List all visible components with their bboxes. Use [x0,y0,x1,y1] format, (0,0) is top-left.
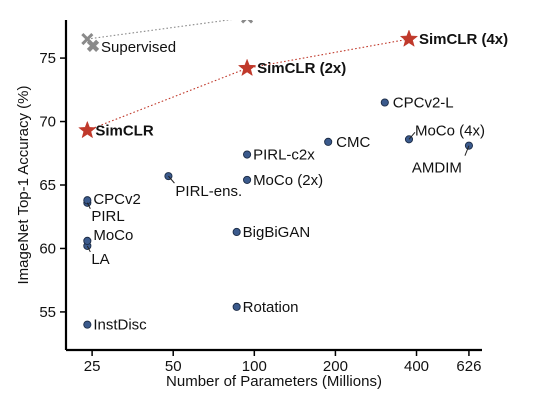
data-point-marker [83,320,92,329]
point-label: LA [91,251,109,268]
point-label: MoCo (4x) [415,122,485,139]
data-point-marker [83,236,92,245]
label-leader-line [86,245,91,253]
supervised-x-marker [81,32,94,46]
x-stroke [247,20,254,24]
point-label: BigBiGAN [243,224,311,241]
data-point-marker [232,227,241,237]
x-stroke [404,4,414,14]
label-leader-line [168,175,175,184]
point-label: CMC [336,134,370,151]
x-tick-label: 626 [456,358,481,375]
simclr-star-marker [237,58,257,77]
x-stroke [404,4,414,14]
label-leader-line [464,145,470,156]
point-label: PIRL-ens. [175,183,242,200]
y-tick-label: 70 [39,114,56,131]
point-label: MoCo (2x) [253,172,323,189]
data-point-marker [232,302,241,311]
supervised-legend-marker: ✖ [86,37,100,56]
point-label: PIRL [91,208,124,225]
point-label: SimCLR (2x) [257,60,346,77]
x-tick-label: 50 [165,358,182,375]
x-axis-title: Number of Parameters (Millions) [166,373,382,390]
axes: 25 50 100 200 400 626 55 60 65 70 75 [39,20,482,375]
point-label: PIRL-c2x [253,147,315,164]
point-label: CPCv2 [93,191,141,208]
x-stroke [81,32,94,46]
supervised-x-marker [241,20,254,24]
y-tick-label: 65 [39,177,56,194]
supervised-x-marker [404,4,414,14]
y-tick-label: 60 [39,240,56,257]
point-label: InstDisc [93,317,147,334]
label-leader-line [86,202,91,209]
point-label: CPCv2-L [393,95,454,112]
data-point-marker [324,137,333,146]
data-point-marker [83,196,92,205]
y-tick-label: 55 [39,304,56,321]
supervised-legend-label: Supervised [101,39,176,56]
data-marks [78,4,473,329]
x-tick-label: 25 [84,358,101,375]
point-label: MoCo [93,227,133,244]
point-label: Rotation [243,299,299,316]
label-leader-line [408,131,416,140]
point-labels: SimCLR SimCLR (2x) SimCLR (4x) InstDisc LA Mo… [86,31,508,334]
x-tick-label: 100 [242,358,267,375]
point-label: AMDIM [412,160,462,177]
y-axis-title: ImageNet Top-1 Accuracy (%) [15,86,32,285]
x-stroke [241,20,247,24]
point-label: SimCLR (4x) [419,31,508,48]
x-tick-label: 200 [323,358,348,375]
simclr-star-marker [78,120,97,139]
point-label: SimCLR [95,122,154,139]
series-line-supervised [87,20,233,40]
data-point-marker [243,175,252,184]
data-point-marker [380,98,389,107]
legend: ✖ Supervised [86,37,176,56]
simclr-star-marker [399,29,419,47]
data-point-marker [243,150,252,159]
x-tick-label: 400 [404,358,429,375]
y-tick-label: 75 [39,50,56,67]
